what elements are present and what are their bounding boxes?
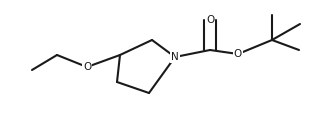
Text: O: O bbox=[83, 62, 91, 72]
Text: O: O bbox=[234, 49, 242, 59]
Text: N: N bbox=[171, 52, 179, 62]
Text: O: O bbox=[206, 15, 214, 25]
